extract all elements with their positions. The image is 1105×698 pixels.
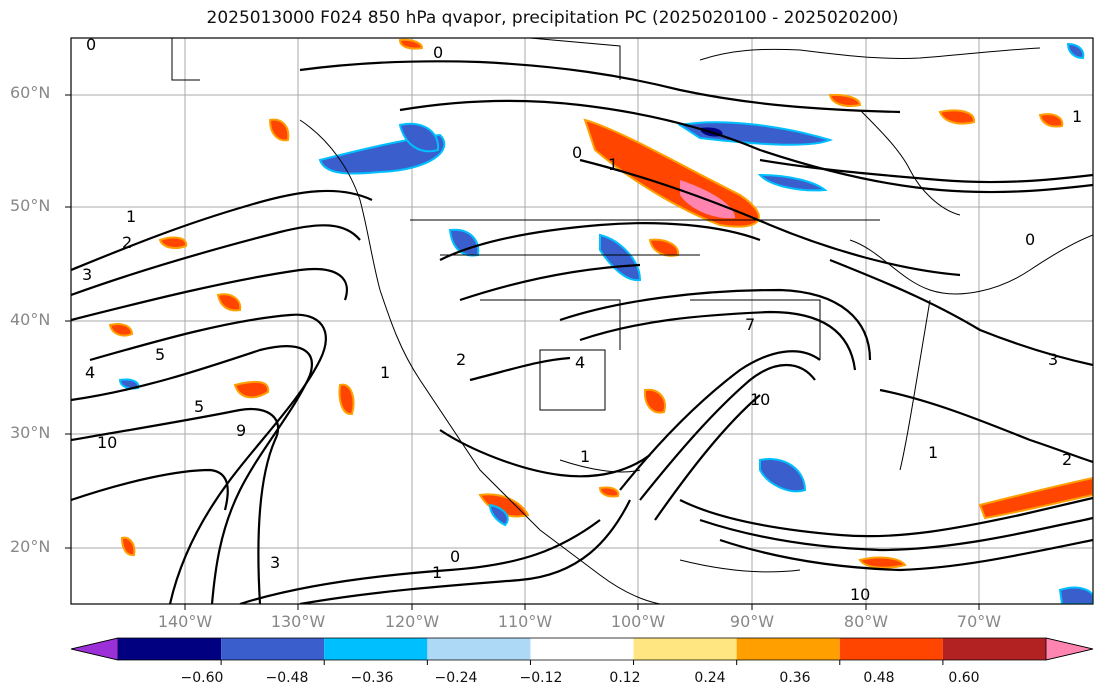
contour-label: 1 <box>580 447 590 466</box>
contour-label: 0 <box>86 35 96 54</box>
contour-label: 10 <box>97 433 117 452</box>
coastlines <box>171 38 1093 604</box>
lat-label-20n: 20°N <box>10 537 51 556</box>
lon-label-80w: 80°W <box>843 612 889 631</box>
colorbar-segment <box>942 638 1046 660</box>
colorbar-segment <box>427 638 531 660</box>
lat-label-60n: 60°N <box>10 83 51 102</box>
contour-label: 3 <box>1048 350 1058 369</box>
colorbar-tick-label: −0.60 <box>180 670 224 686</box>
contour-label: 1 <box>432 563 442 582</box>
contour-label: 0 <box>433 43 443 62</box>
lon-label-110w: 110°W <box>497 612 553 631</box>
colorbar-tick-label: 0.48 <box>863 670 895 686</box>
contour-label: 1 <box>928 443 938 462</box>
contour-label: 1 <box>126 207 136 226</box>
colorbar-tick-label: 0.60 <box>948 670 980 686</box>
contour-label: 0 <box>1025 230 1035 249</box>
lat-label-50n: 50°N <box>10 196 51 215</box>
contour-label: 1 <box>1072 107 1082 126</box>
lon-label-120w: 120°W <box>384 612 440 631</box>
colorbar-tick-label: −0.24 <box>434 670 478 686</box>
colorbar-segment <box>839 638 943 660</box>
colorbar-extend-low <box>70 637 119 661</box>
colorbar-extend-high <box>1045 637 1094 661</box>
contour-label: 1 <box>380 363 390 382</box>
precip-shading <box>108 38 1093 604</box>
contour-label: 7 <box>745 315 755 334</box>
colorbar-tick-label: 0.36 <box>779 670 811 686</box>
contour-label: 2 <box>122 233 132 252</box>
contour-label: 5 <box>194 397 204 416</box>
axis-ticks <box>65 94 980 610</box>
colorbar-segment <box>530 638 634 660</box>
colorbar-tick-label: 0.12 <box>609 670 641 686</box>
colorbar-segment <box>118 638 222 660</box>
colorbar-segment <box>736 638 840 660</box>
colorbar-outline <box>70 637 1094 661</box>
contour-label: 0 <box>572 143 582 162</box>
lat-label-30n: 30°N <box>10 423 51 442</box>
map-title: 2025013000 F024 850 hPa qvapor, precipit… <box>206 8 899 28</box>
colorbar-segment <box>324 638 428 660</box>
colorbar <box>70 637 1094 665</box>
colorbar-segment <box>633 638 737 660</box>
contour-label: 2 <box>1062 450 1072 469</box>
contour-label: 10 <box>750 390 770 409</box>
contour-label: 2 <box>456 350 466 369</box>
lon-label-90w: 90°W <box>729 612 775 631</box>
contour-label: 4 <box>85 363 95 382</box>
lon-label-100w: 100°W <box>610 612 666 631</box>
lon-label-140w: 140°W <box>157 612 213 631</box>
contour-label: 0 <box>450 547 460 566</box>
contour-label: 4 <box>575 353 585 372</box>
contour-label-group: 0 1 2 3 4 5 5 9 10 0 0 1 1 2 4 1 0 1 7 1… <box>82 35 1082 604</box>
lon-label-70w: 70°W <box>956 612 1002 631</box>
lon-label-130w: 130°W <box>270 612 326 631</box>
lat-label-40n: 40°N <box>10 310 51 329</box>
qvapor-contours <box>71 60 1093 604</box>
contour-label: 3 <box>270 553 280 572</box>
contour-label: 3 <box>82 265 92 284</box>
colorbar-tick-label: 0.24 <box>694 670 726 686</box>
contour-label: 10 <box>850 585 870 604</box>
contour-label: 1 <box>608 155 618 174</box>
colorbar-tick-label: −0.48 <box>265 670 309 686</box>
colorbar-tick-label: −0.12 <box>519 670 563 686</box>
colorbar-segment <box>221 638 325 660</box>
contour-label: 5 <box>155 345 165 364</box>
colorbar-tick-label: −0.36 <box>350 670 394 686</box>
contour-label: 9 <box>236 421 246 440</box>
map-content: 0 1 2 3 4 5 5 9 10 0 0 1 1 2 4 1 0 1 7 1… <box>71 35 1093 604</box>
